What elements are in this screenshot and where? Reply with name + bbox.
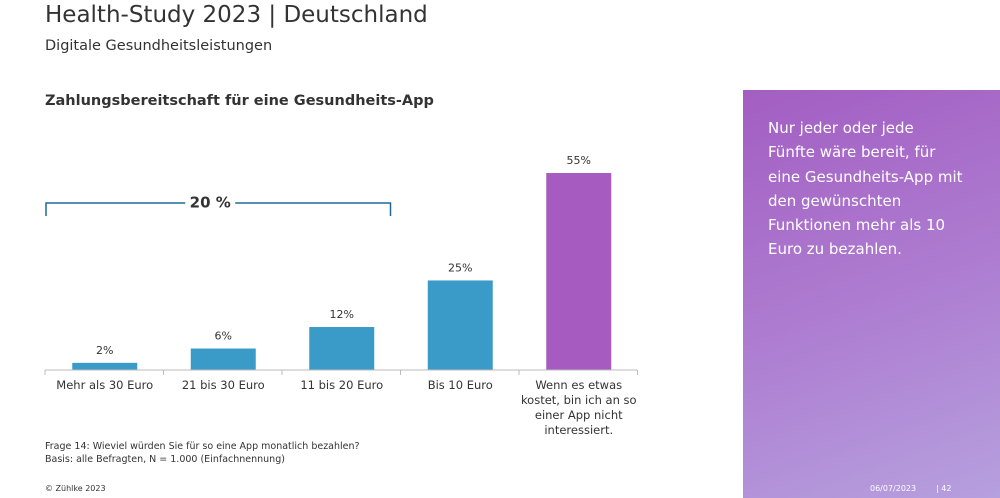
footnote: Basis: alle Befragten, N = 1.000 (Einfac…	[45, 454, 285, 465]
bracket-label: 20 %	[190, 194, 231, 212]
bar	[427, 280, 493, 370]
x-tick-label: Wenn es etwas kostet, bin ich an so eine…	[520, 378, 637, 437]
bar	[72, 362, 138, 370]
chart: 2% 6% 12% 25% 55% 20 %	[44, 154, 638, 375]
highlight-panel: Nur jeder oder jede Fünfte wäre bereit, …	[743, 90, 1000, 498]
page-number: | 42	[936, 484, 952, 493]
value-label: 25%	[448, 261, 472, 274]
x-tick-label: Bis 10 Euro	[427, 378, 493, 392]
footnote: Frage 14: Wieviel würden Sie für so eine…	[45, 441, 360, 452]
bar	[546, 173, 612, 370]
x-tick-label: Mehr als 30 Euro	[56, 378, 154, 392]
copyright: © Zühlke 2023	[45, 484, 106, 493]
bar	[309, 327, 375, 370]
slide-title: Health-Study 2023 | Deutschland	[45, 2, 428, 28]
bar	[190, 348, 256, 370]
bracket	[45, 202, 392, 216]
chart-title: Zahlungsbereitschaft für eine Gesundheit…	[45, 93, 434, 109]
x-tick-label: 11 bis 20 Euro	[300, 378, 384, 392]
value-label: 2%	[96, 344, 113, 357]
panel-text: Nur jeder oder jede Fünfte wäre bereit, …	[768, 119, 963, 259]
x-tick-label: 21 bis 30 Euro	[181, 378, 265, 392]
date: 06/07/2023	[870, 484, 917, 493]
value-label: 6%	[215, 330, 232, 343]
value-label: 55%	[567, 154, 591, 167]
slide-subtitle: Digitale Gesundheitsleistungen	[45, 38, 273, 54]
value-label: 12%	[330, 308, 354, 321]
